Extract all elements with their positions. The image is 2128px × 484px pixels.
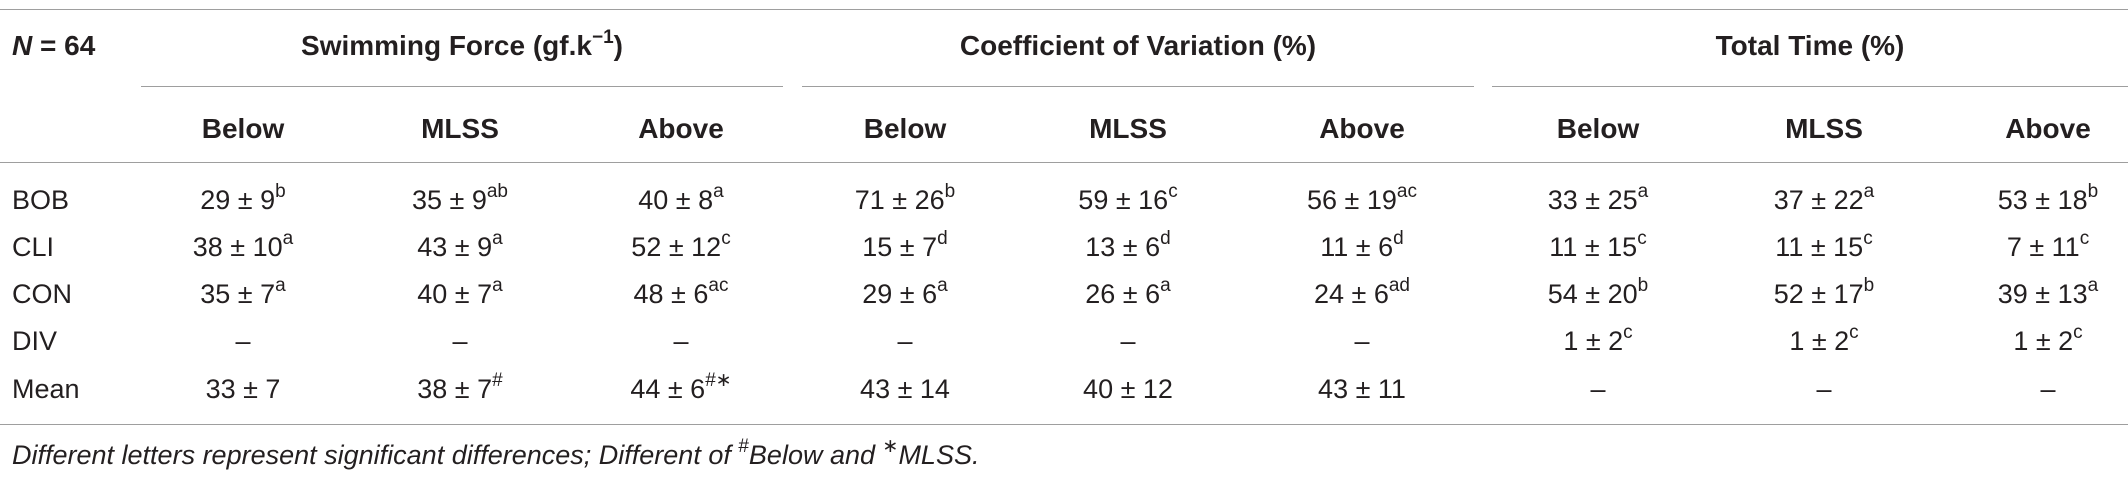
table-cell: 59 ± 16c: [1078, 181, 1178, 215]
table-footnote: Different letters represent significant …: [12, 436, 980, 470]
row-label: CLI: [12, 232, 55, 262]
table-cell: 54 ± 20b: [1547, 275, 1649, 309]
table-cell: 38 ± 10a: [192, 228, 294, 262]
row-label: CON: [12, 279, 72, 309]
header-rule: [0, 162, 2128, 163]
table-cell: 40 ± 12: [1083, 374, 1173, 404]
table-cell: 11 ± 15c: [1549, 228, 1647, 262]
table-cell: 37 ± 22a: [1773, 181, 1875, 215]
column-header: Below: [201, 113, 285, 144]
table-cell: –: [673, 326, 689, 356]
table-cell: 40 ± 7a: [417, 275, 503, 309]
table-cell: 35 ± 7a: [200, 275, 286, 309]
table-cell: 44 ± 6#∗: [630, 370, 732, 404]
table-cell: 33 ± 25a: [1547, 181, 1649, 215]
bottom-rule: [0, 424, 2128, 425]
table-cell: 71 ± 26b: [854, 181, 956, 215]
table-cell: 24 ± 6ad: [1313, 275, 1411, 309]
group-rule-swimming-force: [141, 86, 783, 87]
table-cell: 13 ± 6d: [1085, 228, 1171, 262]
table-cell: 40 ± 8a: [638, 181, 724, 215]
top-rule: [0, 9, 2128, 10]
group-header-coefficient-of-variation: Coefficient of Variation (%): [959, 30, 1317, 61]
group-header-swimming-force: Swimming Force (gf.k−1): [301, 26, 623, 61]
table-cell: 48 ± 6ac: [633, 275, 729, 309]
table-cell: 43 ± 14: [860, 374, 950, 404]
table-cell: –: [1590, 374, 1606, 404]
column-header: Below: [1556, 113, 1640, 144]
table-cell: –: [1120, 326, 1136, 356]
table-cell: 52 ± 17b: [1773, 275, 1875, 309]
row-label: Mean: [12, 374, 80, 404]
group-rule-coefficient-of-variation: [802, 86, 1474, 87]
table-cell: 56 ± 19ac: [1307, 181, 1417, 215]
table-cell: 38 ± 7#: [417, 370, 503, 404]
table-cell: 1 ± 2c: [1789, 322, 1859, 356]
group-rule-total-time: [1492, 86, 2128, 87]
table-cell: –: [452, 326, 468, 356]
table-cell: 1 ± 2c: [2013, 322, 2083, 356]
column-header: MLSS: [421, 113, 499, 144]
table-cell: 7 ± 11c: [2006, 228, 2090, 262]
group-title: Swimming Force (gf.k: [301, 30, 592, 61]
table-cell: 53 ± 18b: [1997, 181, 2099, 215]
column-header: Above: [1319, 113, 1405, 144]
table-cell: 11 ± 15c: [1775, 228, 1873, 262]
column-header: MLSS: [1089, 113, 1167, 144]
table-cell: 39 ± 13a: [1997, 275, 2099, 309]
table-cell: 33 ± 7: [205, 374, 281, 404]
table-cell: –: [2040, 374, 2056, 404]
column-header: MLSS: [1785, 113, 1863, 144]
table-cell: 43 ± 9a: [417, 228, 503, 262]
column-header: Above: [638, 113, 724, 144]
table-cell: –: [235, 326, 251, 356]
column-header: Below: [863, 113, 947, 144]
table-cell: 29 ± 9b: [200, 181, 286, 215]
column-header: Above: [2005, 113, 2091, 144]
row-label: BOB: [12, 185, 70, 215]
table-cell: 11 ± 6d: [1320, 228, 1404, 262]
table-cell: 1 ± 2c: [1563, 322, 1633, 356]
table-cell: –: [1354, 326, 1370, 356]
n-label: N = 64: [12, 30, 96, 61]
group-header-total-time: Total Time (%): [1715, 30, 1905, 61]
table-cell: 15 ± 7d: [862, 228, 948, 262]
table-cell: 52 ± 12c: [631, 228, 731, 262]
table-cell: 35 ± 9ab: [411, 181, 509, 215]
table-cell: 43 ± 11: [1318, 374, 1406, 404]
table-cell: –: [897, 326, 913, 356]
table-cell: 26 ± 6a: [1085, 275, 1171, 309]
table-cell: 29 ± 6a: [862, 275, 948, 309]
table-cell: –: [1816, 374, 1832, 404]
row-label: DIV: [12, 326, 58, 356]
